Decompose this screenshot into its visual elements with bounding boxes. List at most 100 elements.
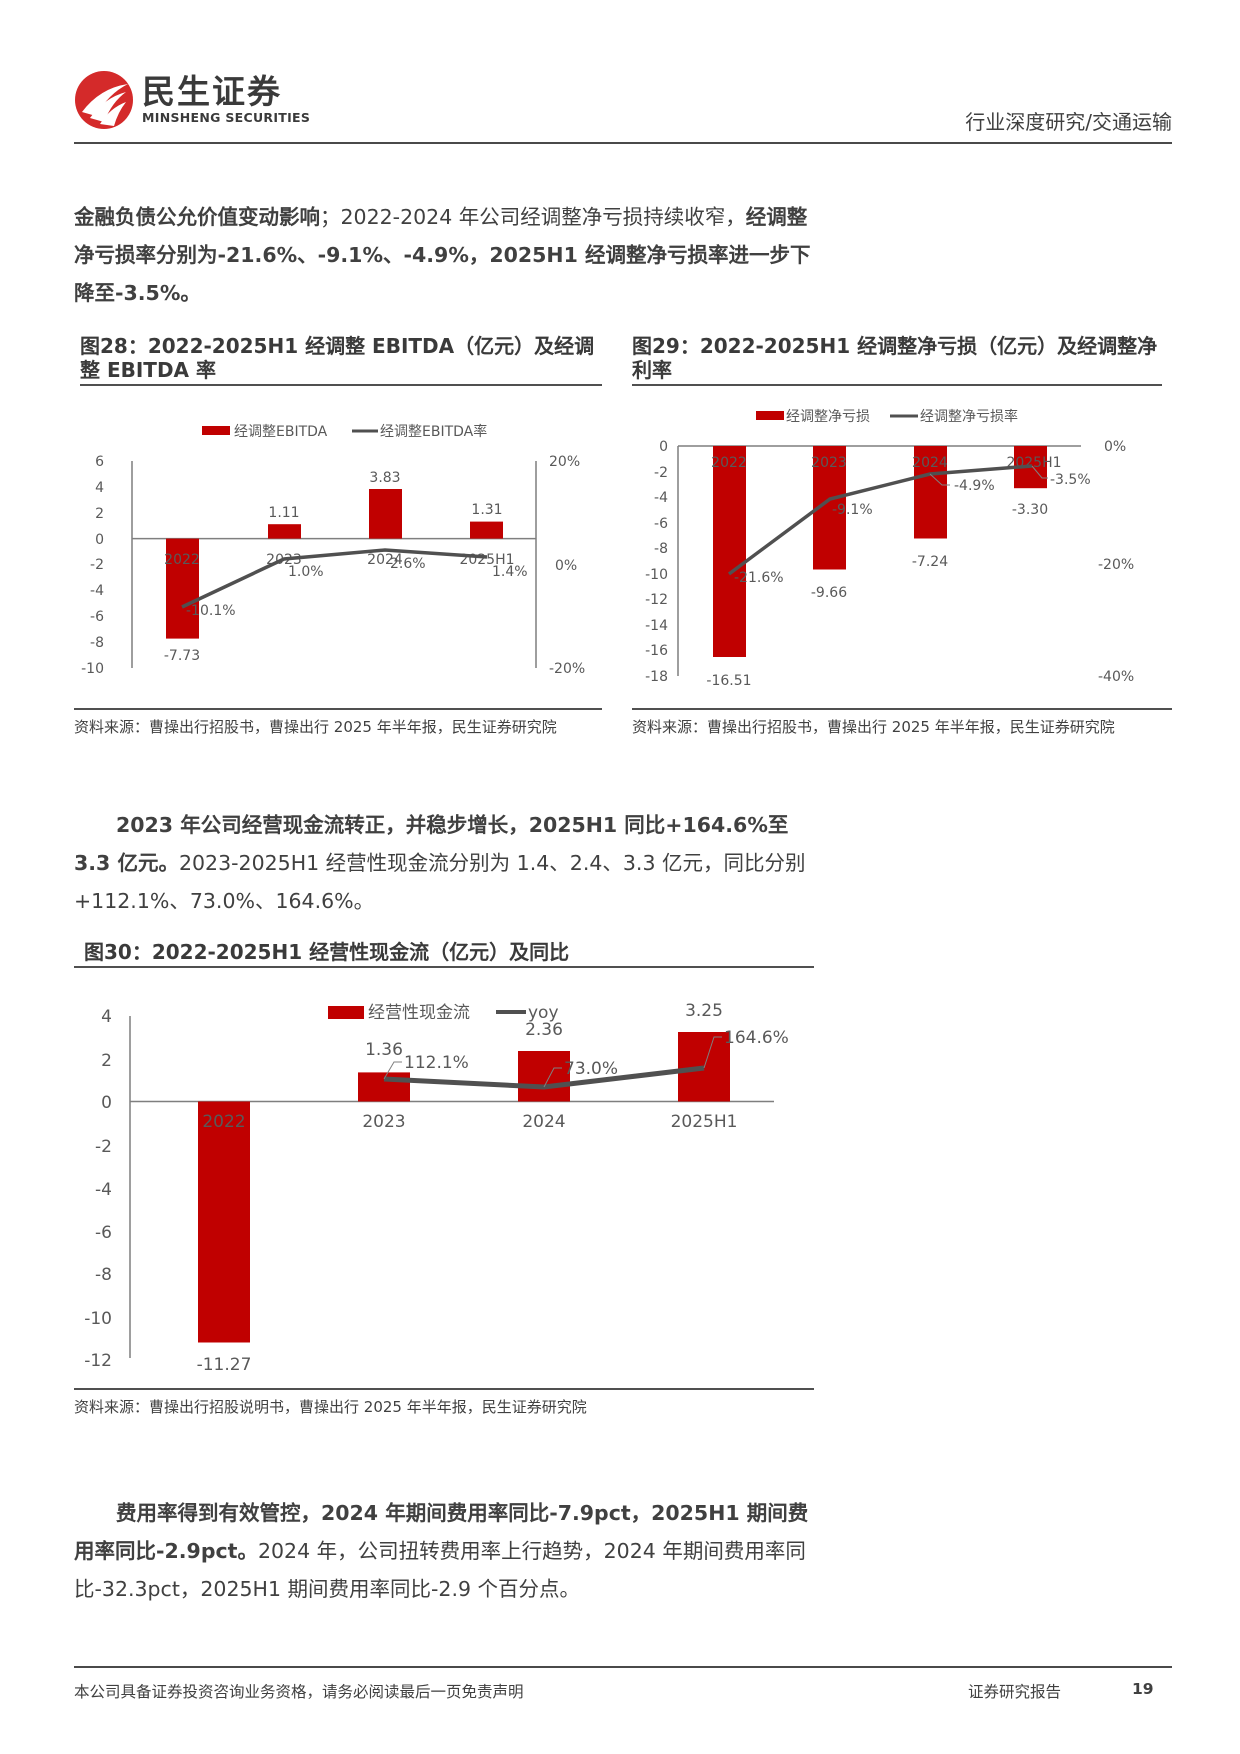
- svg-text:164.6%: 164.6%: [724, 1028, 789, 1048]
- svg-text:1.31: 1.31: [471, 502, 502, 518]
- net-loss-rate-line: [727, 464, 1033, 576]
- svg-text:2023: 2023: [811, 455, 847, 471]
- svg-text:-2: -2: [654, 465, 668, 481]
- page-number: 19: [1132, 1680, 1154, 1698]
- svg-text:3.83: 3.83: [369, 470, 400, 486]
- logo-chinese-name: 民生证券: [142, 72, 282, 111]
- figure-29-title: 图29：2022-2025H1 经调整净亏损（亿元）及经调整净利率: [632, 334, 1162, 386]
- svg-text:-12: -12: [645, 592, 668, 608]
- svg-text:-7.73: -7.73: [164, 648, 200, 664]
- svg-text:-6: -6: [95, 1223, 112, 1243]
- svg-text:-10: -10: [645, 567, 668, 583]
- svg-text:2023: 2023: [362, 1112, 405, 1132]
- expense-paragraph: 费用率得到有效管控，2024 年期间费用率同比-7.9pct，2025H1 期间…: [74, 1494, 814, 1608]
- svg-text:-4: -4: [90, 583, 104, 599]
- svg-text:-10: -10: [81, 661, 104, 677]
- svg-text:-10: -10: [84, 1309, 112, 1329]
- svg-text:-20%: -20%: [549, 661, 585, 677]
- svg-text:-6: -6: [654, 516, 668, 532]
- cashflow-normal: 2023-2025H1 经营性现金流分别为 1.4、2.4、3.3 亿元，同比分…: [74, 851, 806, 913]
- svg-text:-3.5%: -3.5%: [1050, 472, 1091, 488]
- svg-text:-18: -18: [645, 669, 668, 685]
- svg-text:-6: -6: [90, 609, 104, 625]
- svg-text:3.25: 3.25: [685, 1001, 723, 1021]
- svg-text:-4: -4: [95, 1180, 112, 1200]
- figure-30-title: 图30：2022-2025H1 经营性现金流（亿元）及同比: [74, 940, 814, 968]
- svg-text:0%: 0%: [1104, 439, 1126, 455]
- ebitda-chart-svg: 经调整EBITDA 经调整EBITDA率 6 4 2 0 -2 -4 -6 -8…: [81, 423, 585, 677]
- svg-text:-16: -16: [645, 643, 668, 659]
- cashflow-chart-svg: 经营性现金流 yoy 4 2 0 -2 -4 -6 -8 -10 -12 202…: [84, 1001, 789, 1375]
- svg-text:-12: -12: [84, 1351, 112, 1371]
- svg-text:2024: 2024: [367, 552, 403, 568]
- svg-text:2.36: 2.36: [525, 1020, 563, 1040]
- svg-text:2022: 2022: [164, 552, 200, 568]
- svg-text:-2: -2: [90, 557, 104, 573]
- figure-30-source: 资料来源：曹操出行招股说明书，曹操出行 2025 年半年报，民生证券研究院: [74, 1388, 814, 1417]
- svg-text:-7.24: -7.24: [912, 554, 948, 570]
- svg-text:1.4%: 1.4%: [492, 564, 528, 580]
- svg-text:-11.27: -11.27: [197, 1355, 252, 1375]
- company-logo: 民生证券 MINSHENG SECURITIES: [74, 70, 310, 130]
- svg-text:-16.51: -16.51: [706, 673, 751, 689]
- svg-text:2024: 2024: [522, 1112, 565, 1132]
- net-loss-chart-svg: 经调整净亏损 经调整净亏损率 0 -2 -4 -6 -8 -10 -12 -14…: [645, 408, 1134, 689]
- svg-text:2: 2: [95, 506, 104, 522]
- legend-bar-swatch: [202, 426, 230, 435]
- figure-28-title: 图28：2022-2025H1 经调整 EBITDA（亿元）及经调整 EBITD…: [80, 334, 602, 386]
- svg-text:2025H1: 2025H1: [671, 1112, 738, 1132]
- svg-text:-14: -14: [645, 618, 668, 634]
- svg-text:2022: 2022: [202, 1112, 245, 1132]
- svg-text:经调整净亏损: 经调整净亏损: [786, 409, 870, 425]
- svg-text:-40%: -40%: [1098, 669, 1134, 685]
- svg-text:0: 0: [659, 439, 668, 455]
- header-divider: [74, 142, 1172, 144]
- svg-text:经调整净亏损率: 经调整净亏损率: [920, 408, 1018, 425]
- svg-text:2022: 2022: [711, 455, 747, 471]
- svg-text:6: 6: [95, 454, 104, 470]
- svg-text:-20%: -20%: [1098, 557, 1134, 573]
- svg-text:0: 0: [95, 532, 104, 548]
- svg-text:0%: 0%: [555, 558, 577, 574]
- svg-text:-3.30: -3.30: [1012, 502, 1048, 518]
- svg-text:-21.6%: -21.6%: [734, 570, 784, 586]
- intro-bold-1: 金融负债公允价值变动影响: [74, 205, 320, 229]
- figure-28-source: 资料来源：曹操出行招股书，曹操出行 2025 年半年报，民生证券研究院: [74, 708, 602, 737]
- expense-bold: 费用率得到有效管控，2024 年期间费用率同比-7.9pct，2025H1 期间…: [74, 1501, 809, 1563]
- legend-line-label: 经调整EBITDA率: [380, 423, 487, 440]
- footer-report-type: 证券研究报告: [968, 1683, 1062, 1701]
- svg-text:1.36: 1.36: [365, 1040, 403, 1060]
- svg-text:-4: -4: [654, 490, 668, 506]
- svg-text:4: 4: [95, 480, 104, 496]
- svg-text:-9.1%: -9.1%: [832, 502, 873, 518]
- intro-paragraph: 金融负债公允价值变动影响；2022-2024 年公司经调整净亏损持续收窄，经调整…: [74, 198, 814, 312]
- report-category: 行业深度研究/交通运输: [965, 110, 1172, 134]
- figure-29-chart: 经调整净亏损 经调整净亏损率 0 -2 -4 -6 -8 -10 -12 -14…: [632, 400, 1172, 706]
- page-header: 民生证券 MINSHENG SECURITIES 行业深度研究/交通运输: [74, 70, 1172, 144]
- svg-text:112.1%: 112.1%: [404, 1053, 469, 1073]
- svg-text:-4.9%: -4.9%: [954, 478, 995, 494]
- intro-bold-2: 经调整净亏损率分别为-21.6%、-9.1%、-4.9%，2025H1 经调整净…: [74, 205, 811, 305]
- intro-normal-1: ；2022-2024 年公司经调整净亏损持续收窄，: [320, 205, 746, 229]
- svg-text:-2: -2: [95, 1137, 112, 1157]
- minsheng-logo-icon: [75, 71, 133, 129]
- footer-disclaimer: 本公司具备证券投资咨询业务资格，请务必阅读最后一页免责声明: [74, 1683, 524, 1701]
- cashflow-paragraph: 2023 年公司经营现金流转正，并稳步增长，2025H1 同比+164.6%至 …: [74, 806, 814, 920]
- svg-text:-10.1%: -10.1%: [186, 603, 236, 619]
- svg-text:1.0%: 1.0%: [288, 564, 324, 580]
- svg-text:2: 2: [101, 1051, 112, 1071]
- logo-english-name: MINSHENG SECURITIES: [142, 110, 311, 125]
- svg-text:yoy: yoy: [528, 1003, 559, 1023]
- expense-normal: 2024 年，公司扭转费用率上行趋势，2024 年期间费用率同比-32.3pct…: [74, 1539, 806, 1601]
- cashflow-bold: 2023 年公司经营现金流转正，并稳步增长，2025H1 同比+164.6%至 …: [74, 813, 789, 875]
- svg-text:-9.66: -9.66: [811, 585, 847, 601]
- figure-29-source: 资料来源：曹操出行招股书，曹操出行 2025 年半年报，民生证券研究院: [632, 708, 1172, 737]
- svg-text:20%: 20%: [549, 454, 580, 470]
- svg-text:2024: 2024: [912, 455, 948, 471]
- svg-text:4: 4: [101, 1007, 112, 1027]
- svg-text:-8: -8: [90, 635, 104, 651]
- svg-text:-8: -8: [654, 541, 668, 557]
- svg-text:经营性现金流: 经营性现金流: [368, 1003, 470, 1023]
- footer-divider: [74, 1666, 1172, 1668]
- figure-28-chart: 经调整EBITDA 经调整EBITDA率 6 4 2 0 -2 -4 -6 -8…: [74, 410, 602, 706]
